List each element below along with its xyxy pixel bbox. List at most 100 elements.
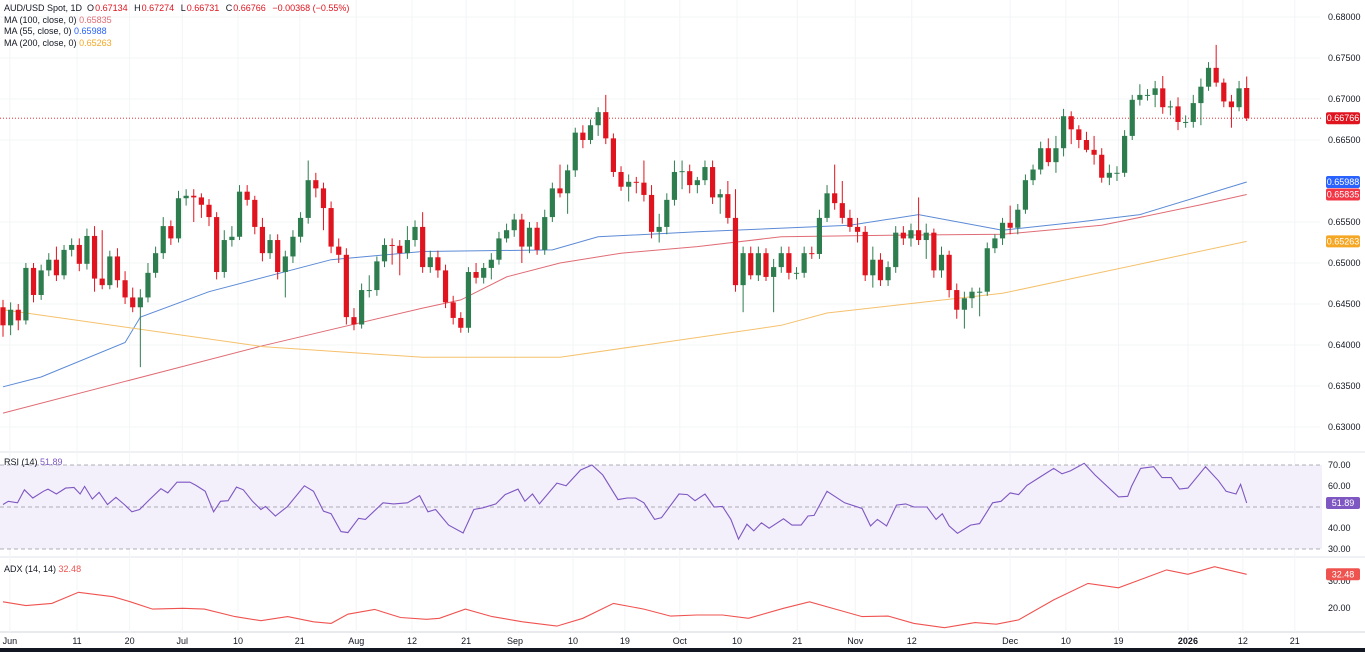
rsi-band bbox=[0, 464, 1322, 550]
candle-body bbox=[908, 230, 914, 239]
candle-body bbox=[282, 256, 288, 273]
candle bbox=[374, 256, 380, 296]
candle bbox=[229, 226, 235, 247]
y-tick-label: 0.63000 bbox=[1328, 422, 1361, 432]
candle-body bbox=[1038, 148, 1044, 170]
candle bbox=[381, 238, 388, 268]
candle bbox=[999, 217, 1006, 245]
candle bbox=[923, 223, 929, 259]
y-tick-label: 0.67500 bbox=[1328, 53, 1361, 63]
ma55-value: 0.65988 bbox=[74, 26, 107, 36]
candle bbox=[1053, 135, 1059, 173]
candle bbox=[114, 248, 121, 288]
ma55-line bbox=[2, 181, 1247, 388]
rsi-legend[interactable]: RSI (14) 51.89 bbox=[4, 457, 63, 467]
candle-body bbox=[717, 194, 723, 198]
candle bbox=[427, 250, 433, 273]
candle-body bbox=[114, 256, 121, 281]
candle bbox=[717, 189, 723, 214]
candle-body bbox=[168, 226, 174, 239]
candle-body bbox=[931, 232, 937, 271]
candle bbox=[572, 127, 578, 177]
candle bbox=[473, 263, 479, 284]
candle-body bbox=[999, 222, 1006, 239]
y-tick-label: 0.67000 bbox=[1328, 94, 1361, 104]
bottom-border bbox=[0, 648, 1365, 652]
ma100-line bbox=[2, 194, 1247, 414]
candle bbox=[862, 226, 868, 282]
candle bbox=[359, 283, 365, 329]
x-tick-label: Jul bbox=[177, 636, 189, 646]
candle bbox=[1068, 111, 1074, 145]
candle bbox=[885, 261, 891, 286]
candle bbox=[946, 250, 952, 298]
candle bbox=[76, 238, 82, 272]
candle bbox=[793, 267, 800, 280]
candle-body bbox=[709, 167, 716, 198]
candle bbox=[916, 197, 922, 245]
x-tick-label: Aug bbox=[348, 636, 364, 646]
x-tick-label: Sep bbox=[507, 636, 523, 646]
candle-body bbox=[191, 195, 197, 198]
ma55-tag-text: 0.65988 bbox=[1327, 177, 1360, 187]
candle bbox=[526, 222, 533, 254]
indicator-lines bbox=[2, 462, 1248, 629]
candle bbox=[1045, 138, 1051, 167]
candle-body bbox=[1083, 140, 1090, 150]
candle bbox=[168, 220, 174, 245]
x-tick-label: 21 bbox=[461, 636, 471, 646]
candle-body bbox=[847, 217, 853, 227]
candle-body bbox=[526, 227, 533, 247]
candle-body bbox=[1160, 88, 1166, 108]
candle bbox=[839, 181, 845, 224]
candle-body bbox=[359, 290, 365, 325]
candle-body bbox=[198, 197, 204, 205]
candle bbox=[145, 263, 151, 303]
candle bbox=[23, 263, 29, 325]
candle-body bbox=[488, 259, 494, 268]
candle-body bbox=[977, 291, 983, 293]
candle bbox=[297, 212, 304, 243]
candle-body bbox=[1152, 88, 1158, 95]
candle bbox=[954, 283, 960, 319]
candles bbox=[0, 44, 1250, 368]
x-tick-label: Oct bbox=[673, 636, 688, 646]
candle-body bbox=[91, 235, 98, 279]
x-tick-label: 20 bbox=[125, 636, 135, 646]
candle bbox=[687, 164, 693, 194]
candle bbox=[84, 228, 90, 270]
candle-body bbox=[1015, 209, 1021, 228]
candle bbox=[1038, 141, 1044, 175]
candle-body bbox=[969, 291, 975, 299]
candle-body bbox=[1068, 116, 1074, 130]
candle bbox=[290, 230, 296, 263]
candle bbox=[549, 182, 555, 222]
candle bbox=[153, 246, 159, 278]
candle bbox=[1106, 164, 1112, 186]
candle-body bbox=[618, 171, 624, 187]
y-tick-label: 0.65500 bbox=[1328, 217, 1361, 227]
candle-body bbox=[145, 272, 151, 298]
ma200-legend[interactable]: MA (200, close, 0) 0.65263 bbox=[4, 38, 353, 50]
candle-body bbox=[458, 317, 464, 328]
candle-body bbox=[786, 253, 792, 273]
candle bbox=[107, 250, 113, 290]
adx-legend[interactable]: ADX (14, 14) 32.48 bbox=[4, 564, 81, 574]
candle bbox=[1152, 80, 1158, 108]
high-value: 0.67274 bbox=[141, 3, 175, 13]
candle-body bbox=[542, 217, 548, 250]
x-tick-label: 21 bbox=[1290, 636, 1300, 646]
candle-body bbox=[435, 257, 441, 271]
ma100-legend[interactable]: MA (100, close, 0) 0.65835 bbox=[4, 15, 353, 27]
x-tick-label: 2026 bbox=[1178, 636, 1198, 646]
candle bbox=[420, 212, 426, 273]
axes: Jun 11 20 Jul 10 21 Aug 12 21 Sep 10 19 Oct 10 21 Nov 12… bbox=[3, 12, 1361, 646]
candle-body bbox=[603, 112, 609, 139]
candle-body bbox=[366, 290, 372, 292]
ma55-legend[interactable]: MA (55, close, 0) 0.65988 bbox=[4, 26, 353, 38]
ma200-tag: 0.65263 bbox=[1326, 235, 1360, 248]
last-price-tag: 0.66766 bbox=[1326, 112, 1360, 125]
candle-body bbox=[1022, 180, 1029, 210]
candle-body bbox=[771, 267, 777, 277]
